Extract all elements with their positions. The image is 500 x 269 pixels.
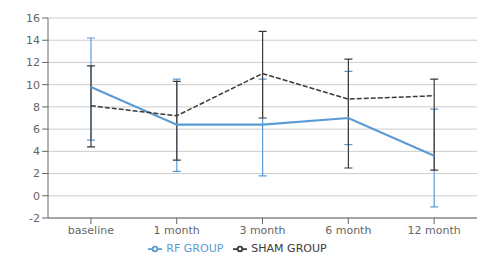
svg-text:-2: -2	[29, 212, 40, 225]
svg-text:12 month: 12 month	[407, 224, 460, 237]
svg-text:6 month: 6 month	[325, 224, 371, 237]
svg-text:2: 2	[33, 167, 40, 180]
svg-text:8: 8	[33, 101, 40, 114]
svg-text:6: 6	[33, 123, 40, 136]
svg-text:3 month: 3 month	[239, 224, 285, 237]
html-text:SHAM GROUP: SHAM GROUP	[251, 242, 327, 255]
html-text:RF GROUP: RF GROUP	[166, 242, 224, 255]
svg-text:10: 10	[26, 79, 40, 92]
svg-text:1 month: 1 month	[154, 224, 200, 237]
svg-text:baseline: baseline	[68, 224, 114, 237]
svg-text:12: 12	[26, 56, 40, 69]
svg-text:14: 14	[26, 34, 40, 47]
svg-text:0: 0	[33, 190, 40, 203]
svg-text:16: 16	[26, 12, 40, 25]
svg-text:4: 4	[33, 145, 40, 158]
